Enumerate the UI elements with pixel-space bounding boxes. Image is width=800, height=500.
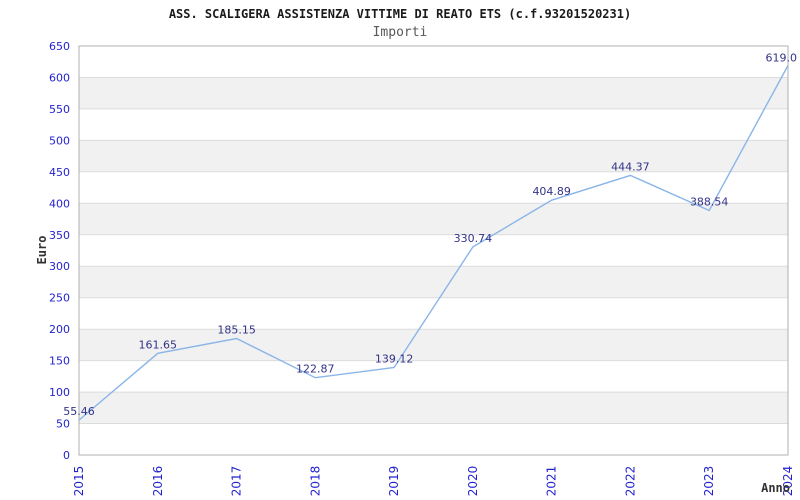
plot-band: [79, 77, 788, 109]
y-tick-label: 600: [49, 72, 70, 85]
data-point-label: 619.0: [766, 52, 798, 65]
x-tick-label: 2017: [230, 466, 244, 497]
plot-border: [78, 45, 789, 456]
y-axis-label: Euro: [35, 236, 49, 265]
data-point-label: 139.12: [375, 353, 414, 366]
y-tick-label: 0: [63, 449, 70, 462]
y-tick-label: 100: [49, 386, 70, 399]
y-tick-label: 450: [49, 166, 70, 179]
x-tick-label: 2018: [308, 466, 322, 497]
x-tick-label: 2024: [781, 466, 795, 497]
data-point-label: 161.65: [139, 338, 178, 351]
chart-subtitle: Importi: [372, 25, 428, 40]
plot-band: [79, 329, 788, 361]
plot-band: [79, 266, 788, 298]
x-tick-label: 2016: [151, 466, 165, 497]
y-tick-label: 350: [49, 229, 70, 242]
y-tick-label: 50: [56, 418, 70, 431]
y-tick-label: 400: [49, 197, 70, 210]
y-tick-label: 500: [49, 134, 70, 147]
y-tick-label: 150: [49, 355, 70, 368]
data-point-label: 404.89: [532, 185, 571, 198]
y-tick-label: 250: [49, 292, 70, 305]
y-tick-label: 300: [49, 260, 70, 273]
line-series: [78, 65, 789, 421]
x-tick-label: 2019: [387, 466, 401, 497]
data-point-label: 55.46: [63, 405, 95, 418]
data-point-label: 122.87: [296, 363, 335, 376]
data-point-label: 185.15: [217, 324, 256, 337]
plot-band: [79, 203, 788, 235]
data-point-label: 444.37: [611, 160, 650, 173]
x-tick-label: 2015: [72, 466, 86, 497]
x-tick-label: 2020: [466, 466, 480, 497]
plot-band: [79, 392, 788, 424]
x-tick-label: 2021: [545, 466, 559, 497]
chart-title: ASS. SCALIGERA ASSISTENZA VITTIME DI REA…: [168, 7, 632, 21]
y-tick-label: 200: [49, 323, 70, 336]
data-point-label: 330.74: [454, 232, 493, 245]
x-axis-label: Anno: [761, 481, 790, 495]
y-tick-label: 650: [49, 40, 70, 53]
y-tick-label: 550: [49, 103, 70, 116]
plot-band: [79, 140, 788, 172]
x-tick-label: 2023: [702, 466, 716, 497]
x-tick-label: 2022: [623, 466, 637, 497]
data-point-label: 388.54: [690, 196, 729, 209]
